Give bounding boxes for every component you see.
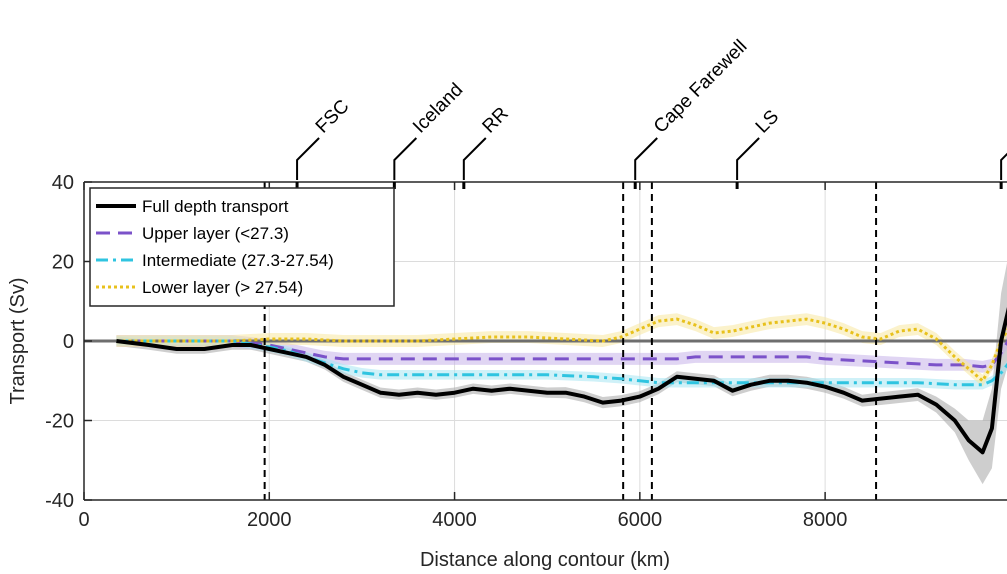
annotation-label: Iceland [409, 79, 467, 137]
x-tick-label: 4000 [432, 509, 477, 531]
annotation: Cape Farewell [633, 36, 751, 189]
legend-box [89, 187, 395, 307]
y-tick-label: -40 [45, 490, 74, 512]
annotation: FSC [295, 96, 354, 189]
legend-label: Intermediate (27.3-27.54) [142, 251, 334, 270]
y-axis-label: Transport (Sv) [7, 277, 29, 404]
annotation-label: LS [752, 106, 783, 137]
annotation: Iceland [392, 79, 467, 189]
axes: 0 2000 4000 6000 8000 -40 -20 0 20 40 [45, 172, 1007, 531]
legend-label: Full depth transport [142, 197, 289, 216]
series-line-0 [116, 307, 1007, 455]
x-tick-label: 6000 [618, 509, 663, 531]
annotation-leader [296, 137, 320, 180]
annotation-label: RR [479, 103, 513, 137]
y-tick-label: 0 [63, 331, 74, 353]
x-tick-label: 2000 [247, 509, 292, 531]
annotation-label: FSC [312, 96, 354, 138]
annotation: Gulf Stream [999, 152, 1007, 189]
legend-label: Lower layer (> 27.54) [142, 278, 303, 297]
legend: Full depth transport Upper layer (<27.3) I… [89, 187, 395, 307]
series-line-1 [116, 339, 1007, 369]
legend-label: Upper layer (<27.3) [142, 224, 289, 243]
annotation: LS [735, 106, 783, 189]
y-tick-label: -20 [45, 411, 74, 433]
annotation-leader [634, 137, 658, 180]
annotation-label: Cape Farewell [650, 36, 751, 137]
x-tick-label: 8000 [803, 509, 848, 531]
annotation-leader [1000, 152, 1007, 180]
annotation-leader [462, 137, 487, 180]
x-axis-label: Distance along contour (km) [420, 549, 670, 571]
series-lines [116, 307, 1007, 455]
x-tick-label: 0 [78, 509, 89, 531]
annotation-leader [736, 137, 760, 180]
annotation: RR [462, 103, 513, 189]
y-tick-label: 40 [52, 172, 74, 194]
y-tick-label: 20 [52, 252, 74, 274]
annotation-leader [393, 137, 418, 180]
